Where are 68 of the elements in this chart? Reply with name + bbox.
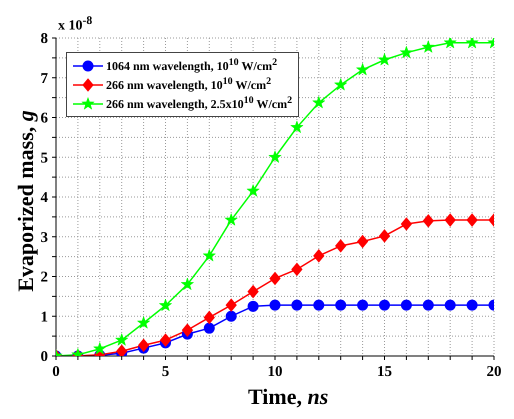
legend-label: 266 nm wavelength, 10$^{10}$ W/cm$^{2}$ [106,76,272,93]
point [379,300,390,311]
point [138,338,150,352]
point [137,316,150,329]
point [204,322,215,334]
y-tick-label: 4 [40,190,48,206]
legend-label: 266 nm wavelength, 2.5x10$^{10}$ W/cm$^{2}$ [106,95,292,112]
y-tick-label: 0 [40,349,48,365]
x-tick-label: 5 [162,364,170,380]
y-tick-label: 1 [40,309,48,326]
point [116,344,128,356]
point [224,213,238,226]
point [313,249,324,262]
y-tick-label: 6 [40,110,48,126]
point [444,300,456,311]
point [334,78,348,90]
point [226,310,237,322]
point [312,96,326,108]
y-axis-title: Evaporized mass, g [13,109,39,294]
point [356,63,370,76]
text: x 10$^{-8}$ [58,14,92,35]
x-tick-label: 20 [486,364,502,380]
y-tick-label: 2 [40,270,48,286]
point [400,46,413,58]
point [270,272,280,285]
point [202,249,216,262]
point [246,184,260,197]
y-tick-label: 8 [40,31,48,47]
point [400,300,412,311]
y-tick-label: 5 [40,150,48,166]
point [159,298,172,312]
point [335,300,346,311]
point [400,218,412,231]
point [226,298,237,312]
legend-label: 1064 nm wavelength, 10$^{10}$ W/cm$^{2}$ [106,57,278,74]
point [378,53,391,66]
point [422,300,434,311]
point [160,334,171,347]
y-tick-label: 3 [40,230,48,246]
point [268,150,282,163]
x-tick-label: 0 [52,364,60,380]
point [290,120,304,133]
point [182,324,193,337]
point [357,300,368,311]
point [204,310,215,324]
point [466,300,478,311]
point [115,333,128,346]
point [248,285,259,298]
point [180,278,194,290]
point [466,214,478,227]
point [422,40,435,53]
x-axis-title: Time, ns [248,384,328,410]
point [291,300,302,311]
point [466,38,479,48]
y-tick-label: 7 [40,70,48,87]
x-tick-label: 15 [377,364,392,380]
point [313,300,324,311]
point [422,214,434,228]
point [444,214,456,227]
point [444,38,457,48]
point [379,229,390,242]
point [248,300,259,312]
point [93,342,106,354]
point [335,239,346,252]
point [291,262,302,276]
point [270,300,280,311]
point [357,235,368,248]
x-tick-label: 10 [268,364,282,380]
